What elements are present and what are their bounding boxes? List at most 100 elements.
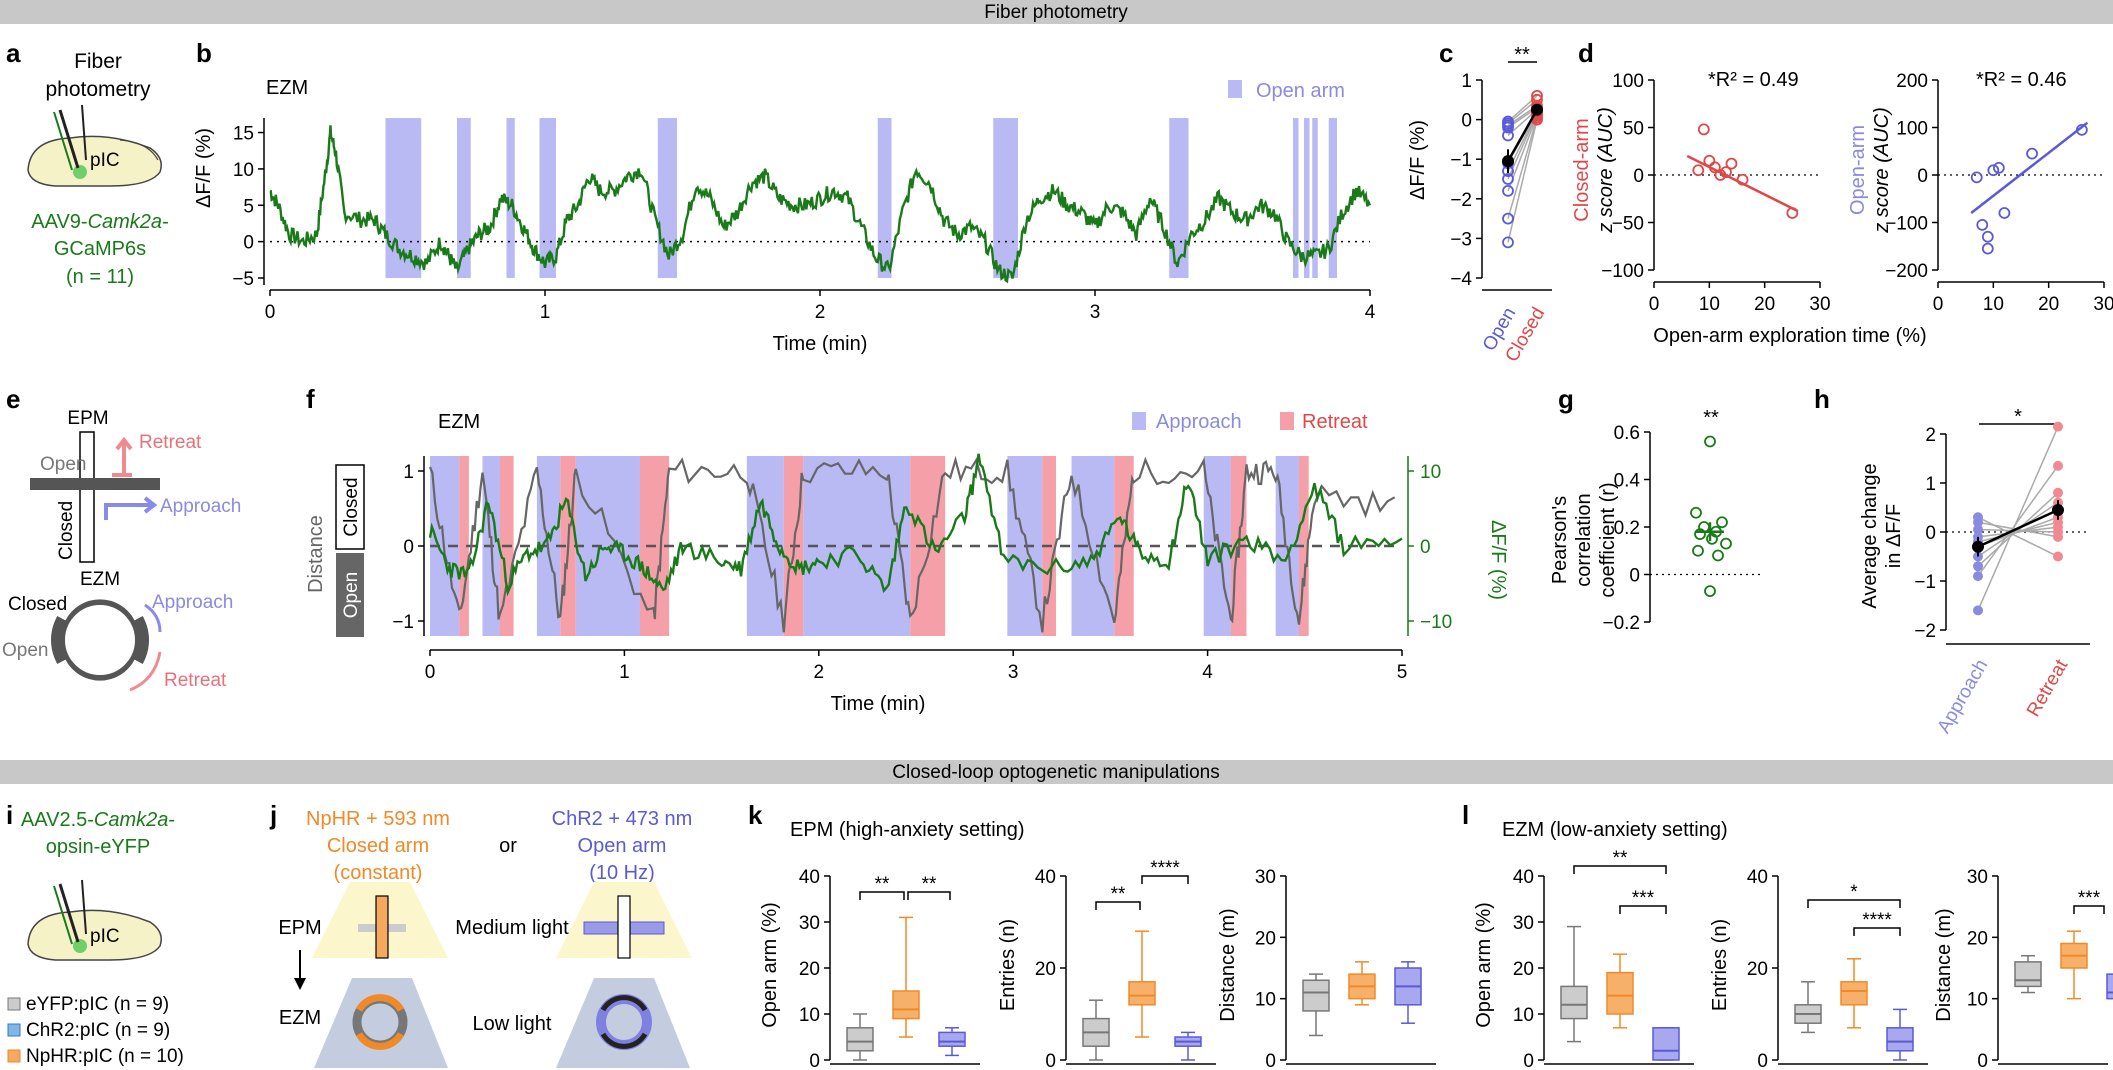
h-ylabel-1: Average change bbox=[1859, 463, 1881, 608]
l-ylabel-3: Distance (m) bbox=[1933, 908, 1955, 1021]
l-sig-5-bracket bbox=[2073, 905, 2105, 914]
panel-letter-j: j bbox=[269, 800, 277, 830]
g-point bbox=[1706, 532, 1718, 545]
i-legend-eyfp: eYFP:pIC (n = 9) bbox=[26, 994, 169, 1015]
f-xlabel: Time (min) bbox=[831, 693, 926, 715]
d-right-point bbox=[1998, 207, 2011, 219]
i-legend-nphr: NpHR:pIC (n = 10) bbox=[26, 1046, 184, 1067]
b-open-arm-band bbox=[1169, 118, 1189, 278]
j-nphr-1: NpHR + 593 nm bbox=[306, 808, 450, 830]
light-cone-nphr-ezm bbox=[314, 978, 448, 1068]
b-x-tick-label: 2 bbox=[815, 302, 826, 323]
b-y-tick-label: 10 bbox=[233, 160, 254, 181]
h-point-approach bbox=[1973, 512, 1983, 523]
f-x-tick-label: 5 bbox=[1397, 662, 1408, 683]
l-sig-1-label: ** bbox=[1613, 848, 1628, 869]
panel-g-chart: Pearson's correlation coefficient (r) **… bbox=[1549, 407, 1760, 634]
panel-letter-i: i bbox=[6, 800, 13, 830]
h-x-label-approach: Approach bbox=[1933, 656, 1992, 737]
k-0-y-tick-label: 10 bbox=[799, 1005, 820, 1026]
l-ylabel-2: Entries (n) bbox=[1709, 919, 1731, 1011]
g-y-tick-label: 0.4 bbox=[1614, 471, 1641, 492]
d-right-x-tick-label: 10 bbox=[1983, 294, 2004, 315]
d-right-point bbox=[1987, 164, 2000, 177]
f-x-tick-label: 0 bbox=[425, 662, 436, 683]
c-point-open bbox=[1502, 184, 1514, 197]
k-box bbox=[1128, 981, 1156, 1006]
c-y-tick-label: −4 bbox=[1450, 269, 1472, 290]
e-epm: EPM bbox=[67, 408, 108, 429]
d-left-point bbox=[1697, 123, 1710, 136]
d-right-point bbox=[1992, 161, 2005, 174]
k-sig-2-label: ** bbox=[922, 874, 937, 895]
e-approach-2: Approach bbox=[152, 592, 233, 613]
fiber-icon-i2 bbox=[81, 879, 87, 935]
f-right-y-tick-label: 0 bbox=[1420, 537, 1431, 558]
a-title-2: photometry bbox=[45, 78, 151, 101]
d-left-y-tick-label: 50 bbox=[1623, 119, 1644, 140]
k-title: EPM (high-anxiety setting) bbox=[790, 819, 1025, 841]
g-sig: ** bbox=[1703, 407, 1719, 429]
j-nphr-2: Closed arm bbox=[327, 835, 429, 857]
c-y-tick-label: −1 bbox=[1450, 150, 1472, 171]
f-approach-band bbox=[1071, 456, 1115, 636]
d-right-point bbox=[2026, 147, 2038, 160]
h-mean-point bbox=[2052, 503, 2064, 516]
k-1-y-tick-label: 40 bbox=[1035, 867, 1056, 888]
l-sig-2-label: *** bbox=[1632, 888, 1655, 909]
i-virus-1: AAV2.5-Camk2a- bbox=[21, 809, 175, 831]
h-point-retreat bbox=[2053, 460, 2063, 471]
b-open-arm-band bbox=[539, 118, 556, 278]
e-retreat-1: Retreat bbox=[139, 432, 202, 453]
i-legend-chr2: ChR2:pIC (n = 9) bbox=[26, 1020, 170, 1041]
l-sig-1-bracket bbox=[1573, 865, 1667, 874]
d-right-x-tick-label: 30 bbox=[2093, 294, 2113, 315]
c-point-open bbox=[1502, 121, 1514, 134]
d-left-fit bbox=[1686, 154, 1799, 213]
b-legend-swatch bbox=[1228, 80, 1242, 98]
ezm-closed-bot-j1 bbox=[355, 1032, 405, 1050]
l-sig-4-bracket bbox=[1853, 927, 1901, 936]
f-closed-box bbox=[335, 464, 365, 550]
panel-d-charts: *R² = 0.49 *R² = 0.46 Closed-arm z score… bbox=[1571, 69, 2113, 347]
f-right-y-tick-label: 10 bbox=[1420, 462, 1441, 483]
e-open-2: Open bbox=[2, 640, 48, 661]
h-pair-line bbox=[1977, 516, 2059, 558]
f-x-tick-label: 4 bbox=[1202, 662, 1213, 683]
j-medium: Medium light bbox=[455, 917, 569, 939]
e-retreat-2: Retreat bbox=[164, 670, 227, 691]
k-0-y-tick-label: 40 bbox=[799, 867, 820, 888]
d-ylabel-right-2: z score (AUC) bbox=[1871, 107, 1893, 234]
f-task: EZM bbox=[438, 411, 480, 433]
d-left-point bbox=[1703, 154, 1716, 167]
k-sig-1-label: ** bbox=[875, 874, 890, 895]
k-sig-3-label: ** bbox=[1111, 884, 1126, 905]
g-point bbox=[1712, 549, 1724, 562]
k-box bbox=[1302, 979, 1330, 1012]
d-right-y-tick-label: 200 bbox=[1896, 71, 1928, 92]
panel-letter-h: h bbox=[1814, 384, 1830, 414]
i-region: pIC bbox=[90, 926, 120, 947]
b-open-arm-band bbox=[1293, 118, 1299, 278]
h-x-label-retreat: Retreat bbox=[2023, 655, 2073, 720]
ezm-closed-bottom bbox=[56, 659, 144, 691]
h-point-approach bbox=[1973, 524, 1983, 535]
j-arrowhead-icon bbox=[294, 978, 306, 990]
panel-letter-k: k bbox=[748, 800, 763, 830]
f-right-y-tick-label: −10 bbox=[1420, 612, 1452, 633]
f-left-y-tick-label: 1 bbox=[403, 462, 414, 483]
b-open-arm-band bbox=[457, 118, 471, 278]
h-point-approach bbox=[1973, 605, 1983, 616]
k-0-y-tick-label: 0 bbox=[809, 1051, 820, 1070]
f-legend-retreat-swatch bbox=[1280, 412, 1294, 430]
d-left-point bbox=[1692, 164, 1705, 177]
c-point-open bbox=[1502, 129, 1514, 142]
b-x-tick-label: 1 bbox=[540, 302, 551, 323]
d-right-x-tick-label: 20 bbox=[2038, 294, 2059, 315]
g-y-tick-label: 0 bbox=[1629, 566, 1640, 587]
l-sig-4-label: **** bbox=[1862, 910, 1892, 931]
panel-l-boxplots: Open arm (%) Entries (n) Distance (m) 40… bbox=[1473, 848, 2113, 1070]
a-region: pIC bbox=[90, 150, 120, 171]
l-sig-3-label: * bbox=[1850, 882, 1858, 903]
d-xlabel: Open-arm exploration time (%) bbox=[1653, 325, 1926, 347]
